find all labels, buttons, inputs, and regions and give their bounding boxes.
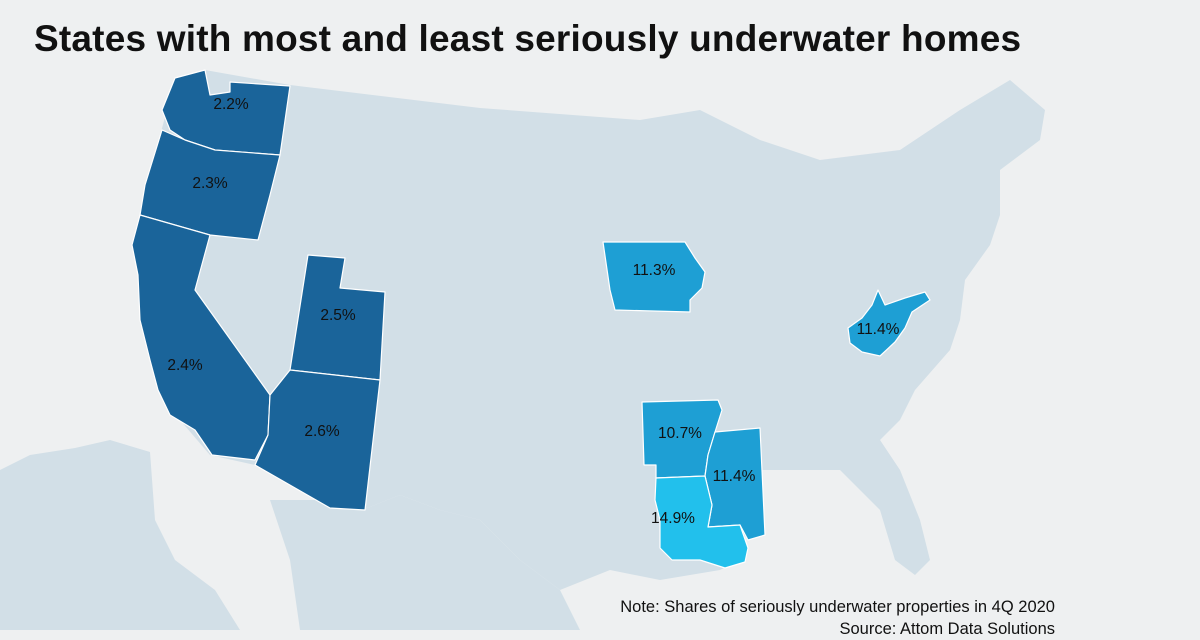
source-line: Source: Attom Data Solutions bbox=[839, 620, 1055, 638]
label-arizona: 2.6% bbox=[304, 423, 340, 440]
state-washington[interactable] bbox=[161, 69, 291, 156]
label-west-virginia: 11.4% bbox=[857, 321, 900, 338]
label-arkansas: 10.7% bbox=[658, 425, 702, 442]
label-washington: 2.2% bbox=[213, 96, 249, 113]
label-oregon: 2.3% bbox=[192, 175, 228, 192]
state-iowa[interactable] bbox=[602, 241, 706, 313]
label-louisiana: 14.9% bbox=[651, 510, 695, 527]
alaska-shape bbox=[0, 440, 240, 630]
state-west-virginia[interactable] bbox=[847, 289, 931, 357]
note-line: Note: Shares of seriously underwater pro… bbox=[620, 598, 1055, 616]
state-oregon[interactable] bbox=[139, 129, 281, 241]
mexico-landmass bbox=[270, 495, 580, 630]
chart-title: States with most and least seriously und… bbox=[34, 18, 1022, 59]
state-california[interactable] bbox=[131, 214, 271, 461]
label-utah: 2.5% bbox=[320, 307, 356, 324]
label-mississippi: 11.4% bbox=[713, 468, 756, 485]
state-arizona[interactable] bbox=[254, 369, 381, 511]
footnote: Note: Shares of seriously underwater pro… bbox=[620, 596, 1055, 640]
label-california: 2.4% bbox=[167, 357, 203, 374]
state-louisiana[interactable] bbox=[654, 475, 749, 569]
label-iowa: 11.3% bbox=[633, 262, 676, 279]
